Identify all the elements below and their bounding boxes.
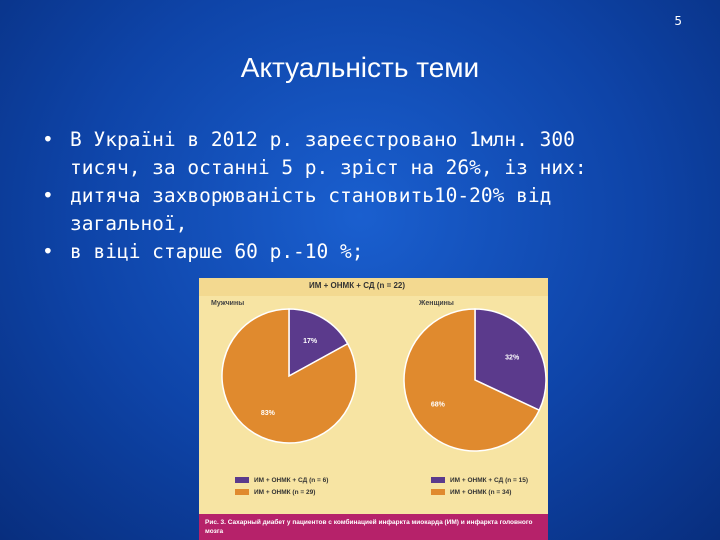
bullet-dot: • xyxy=(42,184,54,207)
legend-swatch xyxy=(235,477,249,483)
legend-men: ИМ + ОНМК + СД (n = 6) ИМ + ОНМК (n = 29… xyxy=(235,474,328,498)
pie-slice xyxy=(221,308,357,444)
pie-slice xyxy=(288,308,349,378)
bullet-item: • дитяча захворюваність становить10-20% … xyxy=(42,182,692,238)
chart-title-men: Мужчины xyxy=(211,300,245,307)
figure-image: ИМ + ОНМК + СД (n = 22) Мужчины Женщины … xyxy=(199,278,548,540)
figure-caption: Рис. 3. Сахарный диабет у пациентов с ко… xyxy=(199,514,548,540)
legend-item: ИМ + ОНМК (n = 29) xyxy=(235,486,328,498)
legend-label: ИМ + ОНМК (n = 34) xyxy=(450,488,512,496)
legend-label: ИМ + ОНМК (n = 29) xyxy=(254,488,316,496)
pie-slice-label: 32% xyxy=(505,354,520,361)
pie-slice xyxy=(403,308,541,452)
bullet-item: • в віці старше 60 р.-10 %; xyxy=(42,238,692,266)
slide-title: Актуальність теми xyxy=(240,52,480,83)
bullet-dot: • xyxy=(42,128,54,151)
legend-label: ИМ + ОНМК + СД (n = 6) xyxy=(254,476,329,484)
bullet-list: • В Україні в 2012 р. зареєстровано 1млн… xyxy=(42,126,692,266)
legend-swatch xyxy=(235,489,249,495)
bullet-line: дитяча захворюваність становить10-20% ві… xyxy=(70,184,552,207)
legend-swatch xyxy=(431,489,445,495)
bullet-line: загальної, xyxy=(70,212,188,235)
pie-slice xyxy=(474,308,547,412)
pie-slice-label: 17% xyxy=(303,338,318,345)
pie-chart-women: 32% 68% xyxy=(403,308,547,452)
figure-header-title: ИМ + ОНМК + СД (n = 22) xyxy=(309,281,406,290)
bullet-dot: • xyxy=(42,240,54,263)
legend-item: ИМ + ОНМК + СД (n = 15) xyxy=(431,474,528,486)
bullet-item: • В Україні в 2012 р. зареєстровано 1млн… xyxy=(42,126,692,182)
legend-item: ИМ + ОНМК (n = 34) xyxy=(431,486,528,498)
bullet-line: в віці старше 60 р.-10 %; xyxy=(70,240,364,263)
legend-women: ИМ + ОНМК + СД (n = 15) ИМ + ОНМК (n = 3… xyxy=(431,474,528,498)
bullet-line: В Україні в 2012 р. зареєстровано 1млн. … xyxy=(70,128,575,151)
chart-title-women: Женщины xyxy=(419,300,454,307)
pie-chart-men: 17% 83% xyxy=(221,308,357,444)
figure-header: ИМ + ОНМК + СД (n = 22) xyxy=(199,278,548,296)
pie-slice-label: 83% xyxy=(261,410,276,417)
legend-swatch xyxy=(431,477,445,483)
pie-slice-label: 68% xyxy=(431,402,446,409)
slide-number: 5 xyxy=(674,14,682,28)
legend-item: ИМ + ОНМК + СД (n = 6) xyxy=(235,474,328,486)
legend-label: ИМ + ОНМК + СД (n = 15) xyxy=(450,476,529,484)
bullet-line: тисяч, за останні 5 р. зріст на 26%, із … xyxy=(70,156,587,179)
